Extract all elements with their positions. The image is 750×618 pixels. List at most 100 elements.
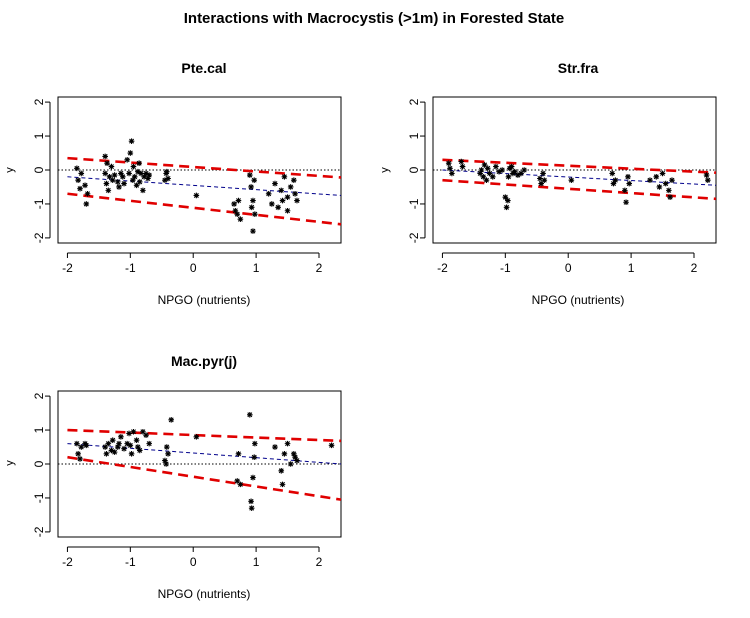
data-point: [622, 187, 628, 194]
data-point: [459, 163, 466, 170]
data-point: [612, 177, 619, 183]
data-point: [250, 474, 256, 481]
data-point: [136, 447, 143, 454]
x-tick-label: -2: [62, 555, 73, 569]
data-point: [505, 173, 512, 180]
data-point: [272, 180, 278, 187]
data-point: [237, 216, 244, 223]
data-point: [84, 190, 91, 197]
data-point: [284, 194, 291, 200]
data-point: [449, 170, 455, 177]
y-tick-label: -2: [407, 232, 421, 243]
x-tick-label: 1: [628, 261, 635, 275]
data-point: [511, 168, 518, 175]
data-point: [486, 170, 493, 177]
y-tick-label: 2: [407, 98, 421, 105]
lower-interval-line: [67, 192, 342, 226]
data-point: [102, 153, 108, 160]
data-point: [275, 204, 281, 211]
x-tick-label: 0: [190, 555, 197, 569]
data-point: [165, 451, 171, 457]
data-point: [103, 180, 110, 187]
data-point: [623, 199, 629, 206]
data-point: [493, 163, 499, 170]
data-point: [105, 440, 112, 447]
data-point: [146, 440, 152, 447]
data-point: [121, 445, 127, 452]
x-tick-label: 2: [316, 555, 323, 569]
data-point: [294, 457, 300, 464]
data-point: [103, 451, 110, 457]
data-point: [521, 167, 527, 173]
data-point: [247, 172, 253, 178]
data-point: [484, 165, 491, 172]
x-axis-label: NPGO (nutrients): [158, 293, 251, 307]
x-tick-label: 0: [190, 261, 197, 275]
data-point: [483, 177, 490, 183]
x-tick-label: 1: [253, 555, 260, 569]
y-tick-label: 0: [32, 460, 46, 467]
data-point: [292, 454, 298, 461]
y-axis-label: y: [379, 167, 391, 173]
data-point: [118, 170, 124, 177]
data-point: [111, 449, 118, 455]
data-point: [291, 451, 297, 457]
data-point: [502, 194, 509, 200]
upper-interval-line: [442, 158, 717, 175]
upper-interval-line: [67, 428, 342, 443]
data-point: [248, 184, 254, 190]
data-point: [653, 173, 660, 180]
data-point: [505, 197, 511, 204]
data-point: [250, 228, 256, 234]
data-point: [140, 428, 146, 435]
data-point: [480, 173, 487, 180]
data-point: [284, 207, 291, 214]
upper-interval-line: [67, 156, 342, 179]
data-point: [135, 168, 141, 175]
data-point: [278, 187, 285, 194]
x-tick-label: 2: [691, 261, 698, 275]
data-point: [74, 440, 80, 447]
data-point: [478, 167, 485, 173]
data-point: [503, 204, 510, 211]
data-point: [104, 160, 110, 167]
y-tick-label: 1: [32, 426, 46, 433]
y-axis-label: y: [4, 167, 16, 173]
data-point: [193, 192, 200, 199]
y-tick-label: 2: [32, 98, 46, 105]
data-point: [247, 411, 253, 418]
y-tick-label: 0: [407, 166, 421, 173]
data-point: [458, 158, 465, 165]
data-point: [124, 157, 130, 163]
data-point: [130, 428, 137, 435]
x-tick-label: -2: [62, 261, 73, 275]
data-point: [114, 444, 121, 450]
data-point: [656, 184, 663, 190]
data-point: [102, 444, 108, 450]
data-point: [121, 180, 127, 187]
data-point: [130, 163, 137, 170]
data-point: [78, 170, 85, 177]
data-point: [610, 180, 617, 187]
y-tick-label: 1: [32, 132, 46, 139]
data-point: [116, 184, 122, 190]
x-axis-label: NPGO (nutrients): [158, 587, 251, 601]
data-point: [234, 478, 241, 484]
data-point: [269, 201, 275, 207]
data-point: [287, 184, 294, 190]
data-point: [143, 432, 149, 438]
data-point: [124, 440, 130, 447]
x-tick-label: 0: [565, 261, 572, 275]
data-point: [489, 173, 496, 180]
y-axis-label: y: [4, 460, 16, 466]
data-point: [705, 177, 711, 183]
data-point: [251, 177, 258, 183]
panel-title: Str.fra: [558, 60, 599, 76]
data-point: [119, 173, 126, 180]
data-point: [477, 170, 483, 177]
x-tick-label: -1: [500, 261, 511, 275]
data-point: [541, 177, 548, 183]
data-point: [162, 177, 168, 183]
